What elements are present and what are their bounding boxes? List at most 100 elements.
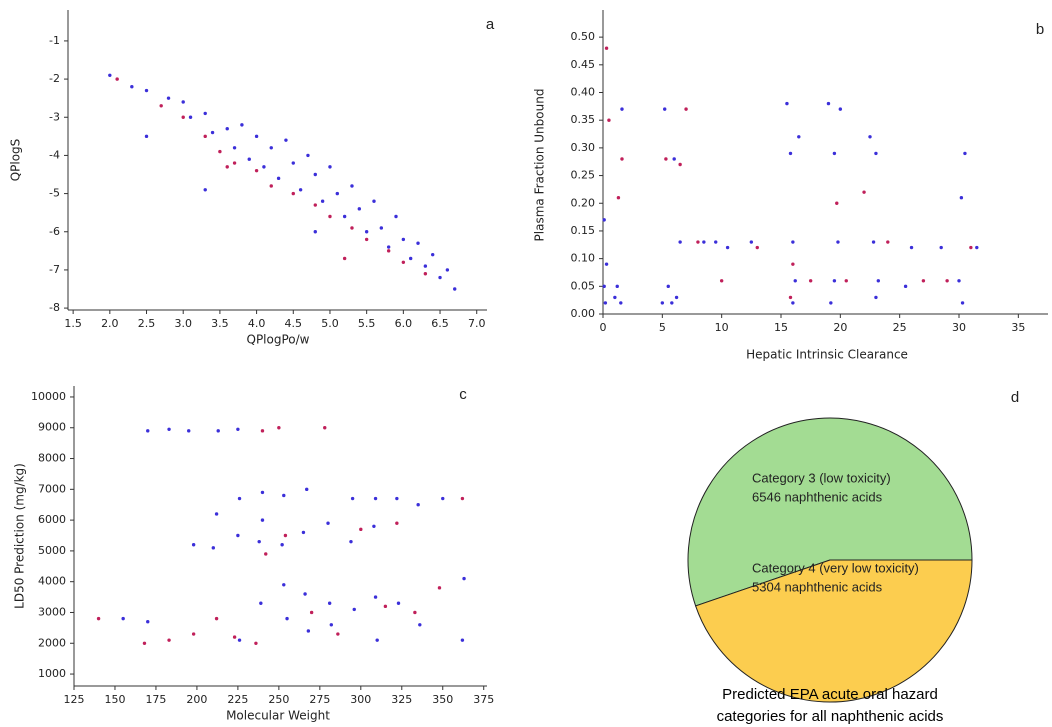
point [791,262,795,266]
point [188,115,193,119]
point [320,199,325,203]
x-tick-label: 300 [350,693,371,706]
point [350,184,354,188]
point [357,207,362,211]
y-tick-label: 0.30 [571,141,596,154]
x-axis-label: Molecular Weight [226,709,330,723]
point [210,130,215,135]
point [832,279,837,283]
point [237,638,242,642]
point [438,275,442,280]
point [785,101,789,106]
point [844,279,848,283]
point [349,539,353,544]
point [957,279,961,283]
panel-letter: b [1036,21,1044,38]
chart-caption: Predicted EPA acute oral hazard [722,686,938,703]
point [260,429,265,433]
x-tick-label: 125 [64,693,85,706]
x-tick-label: 275 [309,693,330,706]
x-axis-label: QPlogPo/w [247,333,310,347]
point [791,301,795,305]
x-tick-label: 250 [268,693,289,706]
point [714,240,718,244]
point [603,301,608,305]
point [144,134,149,139]
point [342,214,347,219]
point [604,46,609,50]
point [620,107,624,111]
point [276,176,281,181]
point [285,616,289,621]
y-tick-label: 8000 [38,452,66,465]
y-tick-label: 10000 [31,390,66,403]
x-tick-label: 6.0 [395,317,413,330]
y-tick-label: 0.20 [571,196,596,209]
y-tick-label: 1000 [38,667,66,680]
y-tick-label: 0.45 [571,58,596,71]
point [167,427,171,431]
point [921,279,926,283]
point [401,237,406,242]
point [945,279,949,283]
point [874,151,878,156]
point [903,284,908,289]
point [602,218,606,222]
point [260,490,265,495]
chart-caption: categories for all naphthenic acids [717,708,944,725]
point [788,151,793,156]
point [305,487,309,492]
y-tick-label: 9000 [38,421,66,434]
point [462,576,466,581]
y-tick-label: -6 [49,225,60,238]
point [663,107,667,111]
point [871,240,876,244]
point [749,240,754,244]
x-tick-label: 20 [833,321,847,334]
x-tick-label: 30 [952,321,966,334]
point [269,184,273,188]
point [142,641,147,645]
point [672,157,676,161]
point [237,496,242,501]
point [876,279,881,283]
point [678,240,682,244]
point [115,77,119,81]
point [323,426,327,430]
point [335,191,340,196]
point [284,138,288,142]
point [130,85,134,89]
point [416,503,420,507]
point [336,632,340,636]
point [395,521,399,525]
x-tick-label: 2.5 [138,317,156,330]
point [301,530,306,535]
point [146,620,150,624]
point [313,203,317,207]
point [260,518,265,522]
y-tick-label: 0.15 [571,224,596,237]
point [96,616,101,621]
point [313,172,317,177]
point [225,165,229,169]
point [372,524,376,528]
point [282,493,286,498]
point [666,284,670,289]
x-tick-label: 0 [600,321,607,334]
y-tick-label: -2 [49,72,60,85]
point [232,635,237,639]
point [836,240,840,244]
slice-label: Category 4 (very low toxicity) [752,560,919,575]
point [386,249,391,253]
point [257,539,261,544]
point [678,162,682,167]
point [225,127,229,131]
x-tick-label: 3.0 [174,317,192,330]
point [862,190,866,194]
point [364,237,369,242]
point [373,496,378,501]
y-tick-label: 3000 [38,605,66,618]
point [423,264,428,268]
point [359,527,363,532]
y-tick-label: -1 [49,34,60,47]
